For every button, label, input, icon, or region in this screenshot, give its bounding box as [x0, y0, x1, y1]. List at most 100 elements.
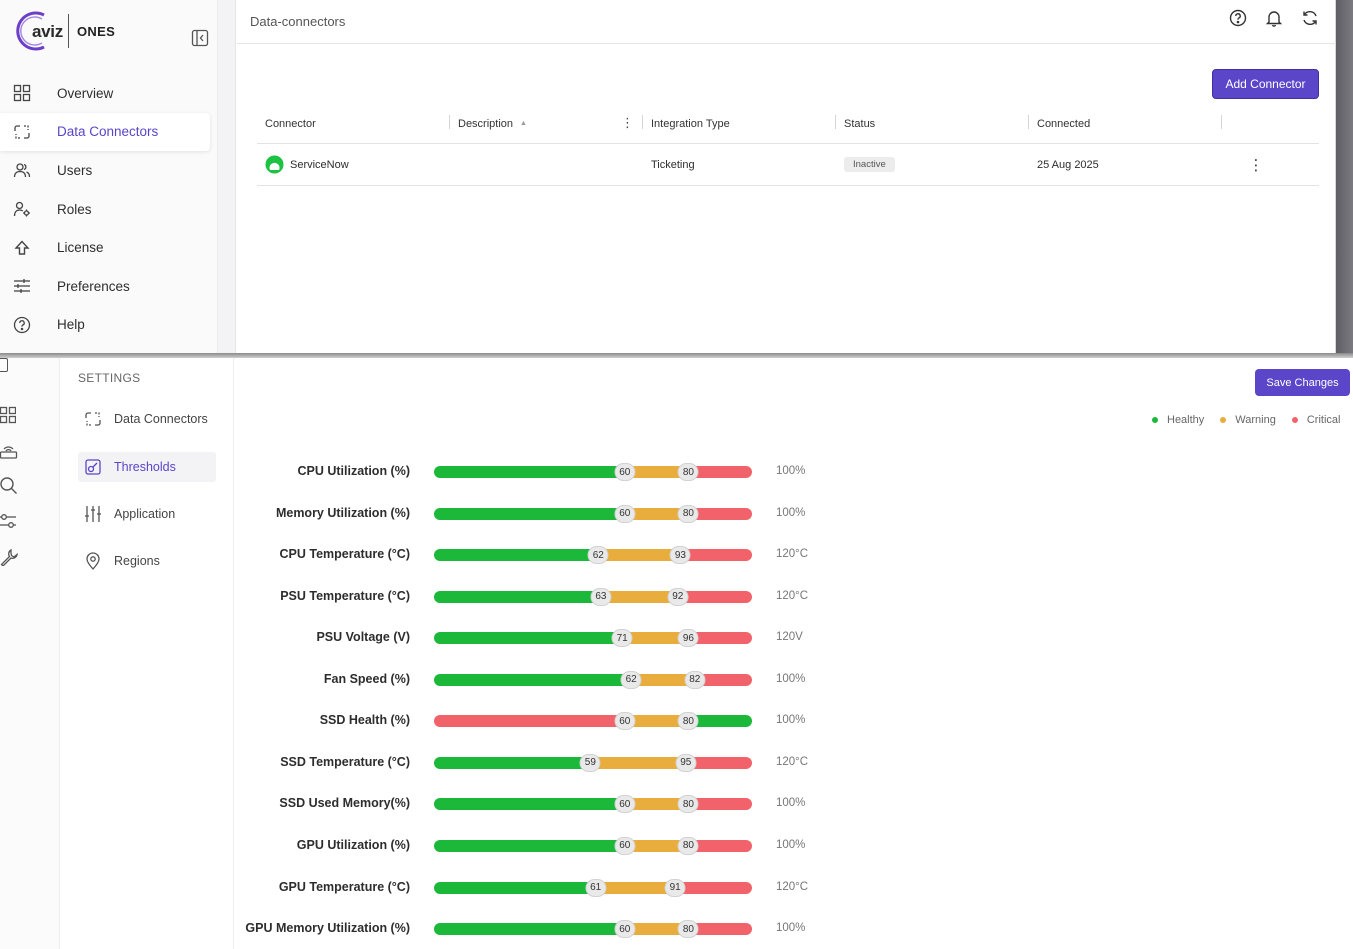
threshold-slider-track[interactable]: [434, 507, 752, 520]
nav-item-preferences[interactable]: Preferences: [0, 267, 218, 306]
nav-item-data-connectors[interactable]: Data Connectors: [0, 112, 210, 152]
save-changes-button[interactable]: Save Changes: [1255, 369, 1350, 396]
segment-high: [680, 549, 752, 562]
column-separator[interactable]: [449, 115, 450, 129]
nav-item-help[interactable]: Help: [0, 306, 218, 345]
threshold-low-handle[interactable]: 60: [614, 795, 636, 814]
threshold-slider-track[interactable]: [434, 632, 752, 645]
grid-icon: [12, 83, 32, 103]
segment-low: [434, 632, 623, 645]
threshold-slider-track[interactable]: [434, 881, 752, 894]
settings-item-label: Application: [114, 507, 176, 521]
threshold-low-handle[interactable]: 60: [614, 920, 636, 939]
nav-item-overview[interactable]: Overview: [0, 74, 218, 113]
threshold-label: PSU Voltage (V): [316, 630, 410, 645]
threshold-high-handle[interactable]: 80: [677, 504, 699, 523]
threshold-low-handle[interactable]: 60: [614, 836, 636, 855]
search-icon[interactable]: [0, 477, 18, 495]
refresh-icon[interactable]: [1300, 8, 1320, 28]
nav-item-license[interactable]: License: [0, 228, 218, 267]
threshold-high-handle[interactable]: 80: [677, 463, 699, 481]
toggles-icon[interactable]: [0, 513, 18, 531]
grid-icon[interactable]: [0, 406, 18, 424]
nav-label: Preferences: [57, 278, 130, 294]
threshold-max-label: 100%: [776, 838, 806, 851]
threshold-low-handle[interactable]: 60: [614, 504, 636, 523]
threshold-slider-track[interactable]: [434, 715, 752, 728]
segment-warning: [631, 673, 695, 686]
wrench-icon[interactable]: [0, 548, 18, 567]
threshold-low-handle[interactable]: 62: [587, 546, 609, 565]
column-header-integration-type[interactable]: Integration Type: [643, 104, 836, 143]
threshold-high-handle[interactable]: 95: [675, 753, 697, 772]
threshold-low-handle[interactable]: 63: [590, 587, 612, 606]
collapse-sidebar-icon[interactable]: [191, 29, 209, 47]
column-label: Status: [844, 117, 876, 130]
threshold-label: CPU Utilization (%): [297, 464, 411, 478]
thresholds-window: SETTINGS Data Connectors Thresholds Appl…: [0, 358, 1353, 949]
legend-label: Critical: [1306, 414, 1341, 426]
threshold-high-handle[interactable]: 91: [664, 878, 686, 897]
legend-item-healthy: Healthy: [1152, 414, 1204, 426]
settings-panel: SETTINGS Data Connectors Thresholds Appl…: [60, 358, 234, 949]
threshold-high-handle[interactable]: 92: [667, 587, 689, 606]
threshold-low-handle[interactable]: 62: [620, 670, 642, 689]
threshold-high-handle[interactable]: 80: [677, 920, 699, 939]
threshold-row: SSD Health (%) 60 80 100%: [234, 709, 1353, 733]
column-separator[interactable]: [1028, 115, 1029, 129]
threshold-slider-track[interactable]: [434, 466, 752, 478]
threshold-slider-track[interactable]: [434, 798, 752, 811]
threshold-label: PSU Temperature (°C): [280, 588, 410, 603]
app-logo[interactable]: aviz ONES: [16, 10, 115, 52]
column-header-status[interactable]: Status: [836, 104, 1029, 143]
threshold-slider-track[interactable]: [434, 756, 752, 769]
threshold-row: GPU Memory Utilization (%) 60 80 100%: [234, 917, 1353, 941]
threshold-high-handle[interactable]: 96: [677, 629, 699, 648]
row-actions-icon[interactable]: ⋮: [1248, 156, 1264, 174]
column-separator[interactable]: [642, 115, 643, 129]
threshold-max-label: 100%: [776, 465, 806, 477]
threshold-max-label: 120V: [776, 631, 803, 644]
column-header-connected[interactable]: Connected: [1029, 104, 1222, 143]
bell-icon[interactable]: [1264, 8, 1284, 28]
threshold-low-handle[interactable]: 61: [585, 878, 607, 897]
settings-item-regions[interactable]: Regions: [78, 546, 216, 576]
settings-item-thresholds[interactable]: Thresholds: [78, 452, 216, 482]
nav-item-users[interactable]: Users: [0, 151, 218, 190]
threshold-slider-track[interactable]: [434, 839, 752, 852]
router-icon[interactable]: [0, 442, 18, 460]
threshold-max-label: 100%: [776, 672, 806, 685]
threshold-slider-track[interactable]: [434, 673, 752, 686]
threshold-high-handle[interactable]: 80: [677, 836, 699, 855]
column-menu-icon[interactable]: ⋮: [621, 115, 634, 130]
settings-item-data-connectors[interactable]: Data Connectors: [78, 404, 216, 434]
settings-item-application[interactable]: Application: [78, 499, 216, 529]
threshold-high-handle[interactable]: 80: [677, 795, 699, 814]
threshold-label: GPU Temperature (°C): [278, 879, 410, 894]
column-separator[interactable]: [835, 115, 836, 129]
threshold-low-handle[interactable]: 59: [579, 753, 601, 772]
segment-warning: [622, 632, 689, 645]
threshold-slider-track[interactable]: [434, 590, 752, 603]
sort-ascending-icon[interactable]: ▲: [520, 120, 527, 127]
column-header-connector[interactable]: Connector: [257, 104, 450, 143]
add-connector-button[interactable]: Add Connector: [1212, 69, 1319, 99]
status-badge: Inactive: [844, 157, 895, 172]
nav-item-roles[interactable]: Roles: [0, 190, 218, 229]
column-separator[interactable]: [1221, 115, 1222, 129]
threshold-low-handle[interactable]: 60: [614, 712, 636, 731]
threshold-high-handle[interactable]: 82: [684, 670, 706, 689]
help-icon[interactable]: [1228, 8, 1248, 28]
threshold-high-handle[interactable]: 93: [669, 546, 691, 565]
table-row[interactable]: ServiceNow Ticketing Inactive 25 Aug 202…: [257, 144, 1319, 186]
threshold-low-handle[interactable]: 60: [614, 463, 636, 481]
logo-divider: [68, 14, 69, 48]
threshold-high-handle[interactable]: 80: [677, 712, 699, 731]
threshold-low-handle[interactable]: 71: [611, 629, 633, 648]
column-header-description[interactable]: Description ▲ ⋮: [450, 104, 643, 143]
segment-high: [688, 839, 752, 852]
threshold-max-label: 120°C: [776, 880, 809, 893]
threshold-slider-track[interactable]: [434, 923, 752, 936]
threshold-slider-track[interactable]: [434, 549, 752, 562]
servicenow-logo-icon: [265, 155, 284, 174]
